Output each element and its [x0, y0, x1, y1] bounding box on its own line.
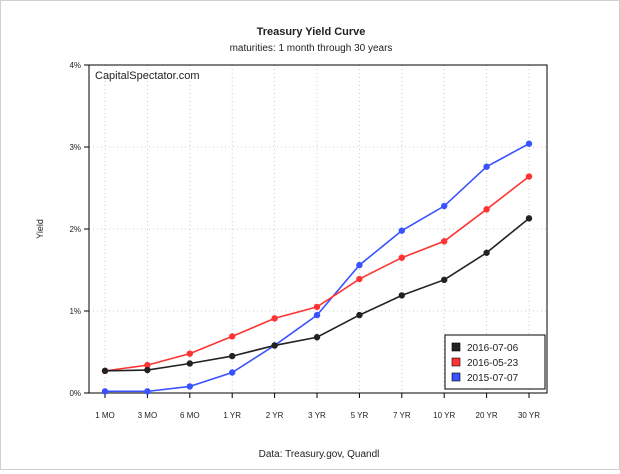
legend: 2016-07-06 2016-05-23 2015-07-07: [444, 334, 546, 390]
data-point: [441, 238, 448, 245]
data-point: [441, 276, 448, 284]
x-tick-label: 5 YR: [351, 411, 369, 420]
data-point: [356, 311, 363, 319]
data-point: [441, 202, 448, 210]
data-point: [356, 261, 363, 269]
x-tick-label: 6 MO: [180, 411, 200, 420]
data-point: [525, 215, 533, 222]
data-point: [313, 311, 321, 319]
data-point: [398, 292, 405, 299]
legend-swatch: [451, 357, 461, 367]
x-tick-label: 3 YR: [308, 411, 326, 420]
data-point: [313, 334, 321, 341]
data-point: [186, 350, 193, 357]
chart-title: Treasury Yield Curve: [257, 26, 366, 38]
axes: 0% 1% 2% 3% 4% 1 MO 3 MO 6 MO 1 YR 2 YR 3 YR 5 YR 7 …: [69, 61, 540, 420]
legend-box: [444, 334, 546, 390]
x-tick-label: 1 YR: [223, 411, 241, 420]
y-axis-label: Yield: [35, 219, 45, 239]
data-point: [313, 303, 321, 311]
data-point: [101, 367, 109, 375]
data-point: [229, 333, 236, 340]
data-point: [271, 315, 278, 322]
x-tick-label: 3 MO: [138, 411, 158, 420]
legend-swatch: [451, 342, 461, 352]
chart-subtitle: maturities: 1 month through 30 years: [230, 43, 393, 54]
data-point: [229, 369, 236, 376]
data-point: [398, 254, 405, 261]
data-point: [186, 360, 193, 367]
legend-label: 2016-07-06: [467, 343, 519, 354]
x-tick-label: 7 YR: [393, 411, 411, 420]
data-point: [483, 206, 490, 213]
x-tick-label: 2 YR: [266, 411, 284, 420]
data-point: [271, 342, 278, 349]
x-tick-label: 30 YR: [518, 411, 540, 420]
legend-swatch: [451, 372, 461, 382]
data-point: [525, 173, 533, 180]
y-tick-label: 4%: [69, 61, 81, 70]
x-tick-label: 20 YR: [476, 411, 498, 420]
data-point: [186, 383, 193, 390]
data-point: [356, 275, 363, 283]
data-point: [483, 249, 490, 256]
y-tick-label: 3%: [69, 143, 81, 152]
y-tick-label: 2%: [69, 225, 81, 234]
data-point: [144, 361, 151, 369]
data-point: [144, 388, 151, 395]
legend-label: 2015-07-07: [467, 373, 519, 384]
data-point: [398, 227, 405, 234]
x-tick-label: 1 MO: [95, 411, 115, 420]
legend-label: 2016-05-23: [467, 358, 519, 369]
data-series: [101, 140, 533, 395]
source-note: Data: Treasury.gov, Quandl: [259, 449, 380, 460]
watermark-label: CapitalSpectator.com: [95, 70, 200, 82]
data-point: [144, 366, 151, 374]
x-tick-label: 10 YR: [433, 411, 455, 420]
data-point: [483, 163, 490, 170]
data-point: [525, 140, 533, 147]
y-tick-label: 1%: [69, 307, 81, 316]
data-point: [229, 352, 236, 360]
y-tick-label: 0%: [69, 389, 81, 398]
data-point: [101, 388, 109, 395]
